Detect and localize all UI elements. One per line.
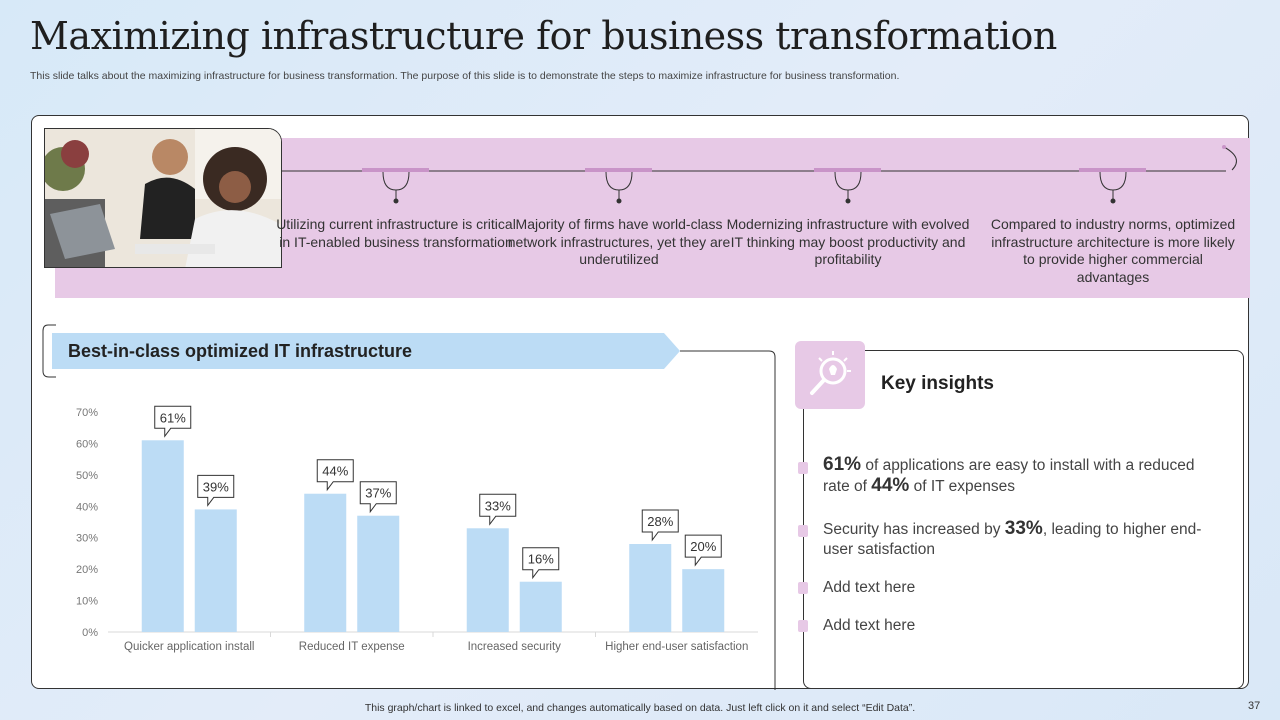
y-tick-label: 50% <box>76 470 98 482</box>
lightbulb-magnifier-icon <box>795 341 865 409</box>
bar <box>194 509 237 632</box>
bar <box>629 544 672 632</box>
timeline-step-1: Utilizing current infrastructure is crit… <box>276 216 516 250</box>
y-tick-label: 60% <box>76 438 98 450</box>
y-tick-label: 10% <box>76 596 98 608</box>
bar <box>466 528 509 632</box>
timeline-connector-1 <box>362 168 429 204</box>
page-title: Maximizing infrastructure for business t… <box>30 14 1057 58</box>
timeline-connector-4 <box>1079 168 1146 204</box>
bar <box>304 493 347 632</box>
x-category-label: Increased security <box>468 641 562 653</box>
data-label: 44% <box>322 464 348 479</box>
team-photo <box>44 128 282 268</box>
insight-bullet-3: Add text here <box>823 579 916 596</box>
data-label-callout <box>522 547 560 580</box>
chart-title-banner <box>52 333 680 369</box>
bar <box>357 515 400 632</box>
data-label-callout <box>479 493 517 526</box>
data-label: 16% <box>528 552 554 567</box>
timeline-step-2: Majority of firms have world-class netwo… <box>507 216 731 267</box>
x-category-label: Higher end-user satisfaction <box>605 641 748 653</box>
y-tick-label: 0% <box>82 627 98 639</box>
team-photo-illustration <box>45 129 281 267</box>
y-tick-label: 70% <box>76 407 98 419</box>
page-number: 37 <box>1248 700 1261 712</box>
y-tick-label: 30% <box>76 533 98 545</box>
bullet-marker-2 <box>798 525 808 537</box>
bullet-marker-3 <box>798 582 808 594</box>
data-label: 61% <box>160 410 186 425</box>
y-tick-label: 40% <box>76 501 98 513</box>
insights-card <box>803 350 1244 689</box>
timeline-step-3: Modernizing infrastructure with evolved … <box>726 216 970 267</box>
data-label: 33% <box>485 498 511 513</box>
data-label: 37% <box>365 486 391 501</box>
footer-note: This graph/chart is linked to excel, and… <box>364 702 916 714</box>
data-label-callout <box>359 481 397 514</box>
data-label-callout <box>197 474 235 507</box>
bar <box>141 440 184 632</box>
x-category-label: Quicker application install <box>124 641 254 653</box>
page-subtitle: This slide talks about the maximizing in… <box>30 70 900 82</box>
data-label: 39% <box>203 479 229 494</box>
insights-title: Key insights <box>881 373 994 394</box>
data-label-callout <box>641 509 679 542</box>
y-tick-label: 20% <box>76 564 98 576</box>
timeline-step-4: Compared to industry norms, optimized in… <box>990 216 1236 285</box>
data-label-callout <box>684 534 722 567</box>
chart-title: Best-in-class optimized IT infrastructur… <box>68 341 413 361</box>
bullet-marker-1 <box>798 462 808 474</box>
timeline-connector-3 <box>814 168 881 204</box>
bar <box>682 569 725 632</box>
insight-bullet-2: Security has increased by 33%, leading t… <box>823 518 1202 559</box>
bullet-marker-4 <box>798 620 808 632</box>
insight-bullet-1: 61% of applications are easy to install … <box>823 454 1195 496</box>
data-label-callout <box>316 459 354 492</box>
data-label: 28% <box>647 514 673 529</box>
bar <box>519 581 562 632</box>
data-label: 20% <box>690 539 716 554</box>
x-category-label: Reduced IT expense <box>299 641 405 653</box>
data-label-callout <box>154 405 192 438</box>
timeline-connector-2 <box>585 168 652 204</box>
insight-bullet-4: Add text here <box>823 617 916 634</box>
